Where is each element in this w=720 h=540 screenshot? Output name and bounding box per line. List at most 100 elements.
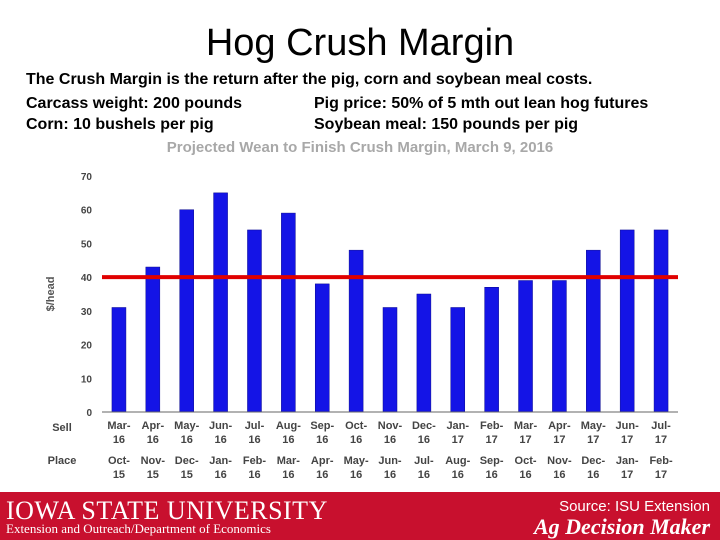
carcass-weight-text: Carcass weight: 200 pounds xyxy=(26,95,243,112)
sell-month-label: Jul- xyxy=(245,420,265,432)
place-row-label: Place xyxy=(48,455,77,467)
sell-month-label: Jul- xyxy=(651,420,671,432)
sell-month-label: Mar- xyxy=(107,420,131,432)
bar xyxy=(382,307,398,413)
place-year-label: 16 xyxy=(418,469,430,481)
bar xyxy=(450,307,466,413)
y-tick-label: 60 xyxy=(81,206,93,217)
bar xyxy=(281,212,296,413)
sell-year-label: 16 xyxy=(418,434,430,446)
chart-title: Projected Wean to Finish Crush Margin, M… xyxy=(166,139,554,156)
bar xyxy=(348,249,364,413)
place-year-label: 16 xyxy=(214,469,226,481)
sell-year-label: 16 xyxy=(282,434,294,446)
y-tick-label: 70 xyxy=(81,172,93,183)
bar xyxy=(586,249,601,413)
place-year-label: 16 xyxy=(248,469,260,481)
sell-month-label: Jan- xyxy=(446,420,469,432)
pig-price-text: Pig price: 50% of 5 mth out lean hog fut… xyxy=(314,95,649,112)
place-year-label: 17 xyxy=(655,469,667,481)
bar xyxy=(484,287,499,413)
sell-month-label: Jun- xyxy=(209,420,233,432)
y-axis-label: $/head xyxy=(45,277,57,312)
place-year-label: 16 xyxy=(316,469,328,481)
place-year-label: 15 xyxy=(147,469,159,481)
sell-month-label: Oct- xyxy=(345,420,367,432)
description-line-1: The Crush Margin is the return after the… xyxy=(26,71,593,88)
sell-month-label: Aug- xyxy=(276,420,301,432)
place-month-label: Dec- xyxy=(581,455,605,467)
place-month-label: May- xyxy=(344,455,369,467)
bar xyxy=(213,192,228,413)
place-month-label: Nov- xyxy=(141,455,166,467)
y-tick-label: 50 xyxy=(81,239,93,250)
bar xyxy=(416,293,432,413)
place-month-label: Feb- xyxy=(243,455,267,467)
sell-month-label: Nov- xyxy=(378,420,403,432)
sell-month-label: Feb- xyxy=(480,420,504,432)
crush-margin-chart: $/head 0 10 20 30 40 50 60 70 Sell Place Mar- 16 Oc… xyxy=(45,172,678,481)
y-tick-label: 10 xyxy=(81,374,93,385)
place-month-label: Apr- xyxy=(311,455,334,467)
sell-year-label: 16 xyxy=(147,434,159,446)
corn-text: Corn: 10 bushels per pig xyxy=(26,116,214,133)
sell-year-label: 17 xyxy=(486,434,498,446)
bar xyxy=(518,280,533,413)
sell-year-label: 17 xyxy=(452,434,464,446)
source-text: Source: ISU Extension xyxy=(559,498,710,515)
place-month-label: Aug- xyxy=(445,455,470,467)
sell-month-label: May- xyxy=(174,420,199,432)
sell-month-label: Apr- xyxy=(142,420,165,432)
bar xyxy=(179,209,194,413)
sell-year-label: 16 xyxy=(113,434,125,446)
bar xyxy=(314,283,330,413)
slide-title: Hog Crush Margin xyxy=(205,22,515,64)
place-month-label: Oct- xyxy=(515,455,537,467)
place-year-label: 16 xyxy=(519,469,531,481)
footer-bar xyxy=(0,492,720,540)
y-tick-label: 40 xyxy=(81,273,93,284)
bar xyxy=(145,266,161,413)
place-year-label: 16 xyxy=(282,469,294,481)
bar xyxy=(111,307,127,413)
sell-year-label: 16 xyxy=(316,434,328,446)
sell-year-label: 16 xyxy=(181,434,193,446)
place-year-label: 15 xyxy=(181,469,193,481)
bar xyxy=(247,229,262,413)
sell-month-label: Mar- xyxy=(514,420,538,432)
sell-month-label: Dec- xyxy=(412,420,436,432)
bar xyxy=(552,280,567,413)
iowa-state-university-logo: IOWA STATE UNIVERSITY xyxy=(6,496,328,525)
sell-year-label: 16 xyxy=(248,434,260,446)
sell-year-label: 16 xyxy=(350,434,362,446)
sell-year-label: 17 xyxy=(587,434,599,446)
place-year-label: 16 xyxy=(384,469,396,481)
sell-month-label: Sep- xyxy=(310,420,334,432)
place-month-label: Feb- xyxy=(649,455,673,467)
place-month-label: Mar- xyxy=(277,455,301,467)
y-tick-label: 20 xyxy=(81,341,93,352)
sell-row-label: Sell xyxy=(52,422,72,434)
sell-year-label: 17 xyxy=(621,434,633,446)
place-year-label: 16 xyxy=(350,469,362,481)
place-month-label: Sep- xyxy=(480,455,504,467)
place-month-label: Oct- xyxy=(108,455,130,467)
soybean-meal-text: Soybean meal: 150 pounds per pig xyxy=(314,116,579,133)
place-month-label: Dec- xyxy=(175,455,199,467)
sell-year-label: 17 xyxy=(655,434,667,446)
place-year-label: 16 xyxy=(486,469,498,481)
place-year-label: 17 xyxy=(621,469,633,481)
sell-month-label: Jun- xyxy=(616,420,640,432)
sell-year-label: 16 xyxy=(214,434,226,446)
sell-year-label: 17 xyxy=(553,434,565,446)
place-year-label: 16 xyxy=(452,469,464,481)
y-tick-label: 30 xyxy=(81,307,93,318)
sell-month-label: Apr- xyxy=(548,420,571,432)
place-month-label: Jun- xyxy=(378,455,402,467)
place-month-label: Jan- xyxy=(616,455,639,467)
department-text: Extension and Outreach/Department of Eco… xyxy=(6,521,271,536)
place-month-label: Nov- xyxy=(547,455,572,467)
place-month-label: Jan- xyxy=(209,455,232,467)
y-tick-label: 0 xyxy=(86,408,92,419)
place-month-label: Jul- xyxy=(414,455,434,467)
